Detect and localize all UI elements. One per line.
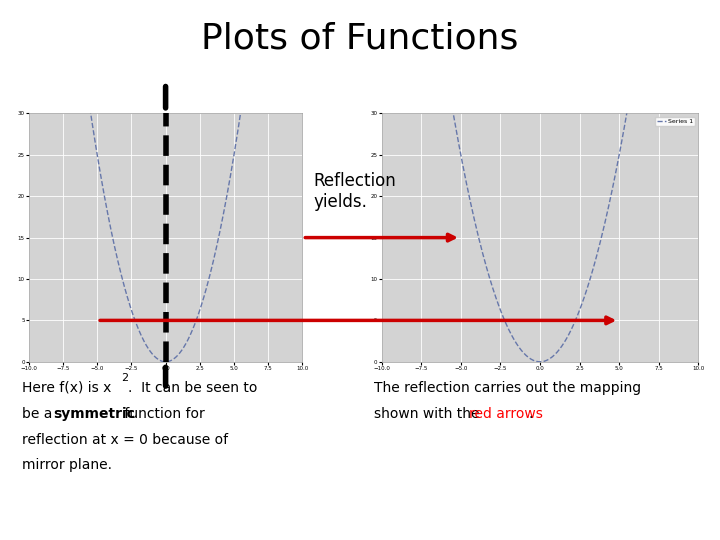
Text: function for: function for <box>120 407 204 421</box>
Text: The reflection carries out the mapping: The reflection carries out the mapping <box>374 381 642 395</box>
Text: be a: be a <box>22 407 56 421</box>
Text: .  It can be seen to: . It can be seen to <box>128 381 258 395</box>
Text: symmetric: symmetric <box>53 407 135 421</box>
Series 1 <box>608 184 617 191</box>
Text: Here f(x) is x: Here f(x) is x <box>22 381 111 395</box>
Legend: Series 1: Series 1 <box>655 117 696 126</box>
Series 1 <box>577 301 586 308</box>
Text: red arrows: red arrows <box>469 407 544 421</box>
Text: Reflection
yields.: Reflection yields. <box>313 172 396 211</box>
Series 1 <box>197 301 206 308</box>
Line: Series 1: Series 1 <box>29 0 302 362</box>
Text: .: . <box>528 407 533 421</box>
Series 1 <box>132 323 141 329</box>
Text: 2: 2 <box>121 373 128 383</box>
Line: Series 1: Series 1 <box>382 0 698 362</box>
Series 1 <box>114 258 122 265</box>
Text: mirror plane.: mirror plane. <box>22 458 112 472</box>
Series 1 <box>161 359 170 365</box>
Series 1 <box>503 323 511 329</box>
Text: shown with the: shown with the <box>374 407 485 421</box>
Series 1 <box>222 192 231 198</box>
Text: Plots of Functions: Plots of Functions <box>202 22 518 56</box>
Series 1 <box>480 258 489 265</box>
Series 1 <box>536 359 545 365</box>
Series 1 <box>224 184 233 191</box>
Series 1 <box>607 192 616 198</box>
Text: reflection at x = 0 because of: reflection at x = 0 because of <box>22 433 228 447</box>
